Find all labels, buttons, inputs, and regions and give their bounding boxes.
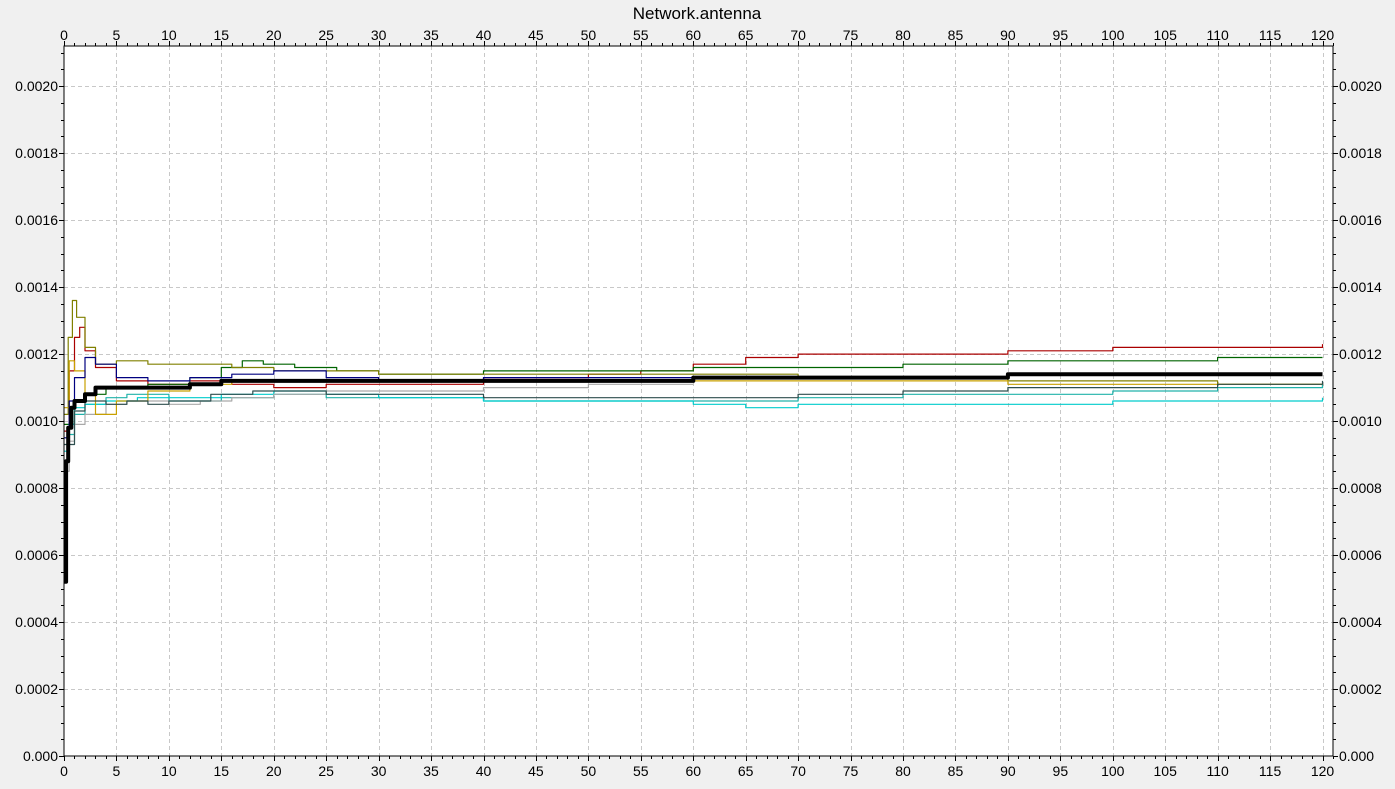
x-tick-label-bottom: 90 — [1000, 763, 1016, 779]
y-tick-label-right: 0.0020 — [1339, 78, 1382, 94]
series-layer — [64, 299, 1324, 584]
y-tick-label-left: 0.0014 — [15, 279, 58, 295]
y-tick-label-left: 0.0016 — [15, 212, 58, 228]
y-tick-label-right: 0.0008 — [1339, 480, 1382, 496]
x-tick-label-bottom: 35 — [423, 763, 439, 779]
x-tick-label-top: 15 — [214, 27, 230, 43]
y-tick-label-left: 0.0006 — [15, 547, 58, 563]
x-tick-label-top: 115 — [1259, 27, 1282, 43]
x-tick-label-top: 60 — [685, 27, 701, 43]
x-tick-label-top: 25 — [318, 27, 334, 43]
x-tick-label-bottom: 15 — [214, 763, 230, 779]
series-line-8 — [64, 380, 1324, 446]
y-tick-label-left: 0.0002 — [15, 681, 58, 697]
x-tick-label-bottom: 70 — [790, 763, 806, 779]
chart-title: Network.antenna — [633, 4, 762, 23]
y-tick-label-left: 0.000 — [23, 748, 58, 764]
x-tick-label-bottom: 60 — [685, 763, 701, 779]
x-tick-label-top: 110 — [1206, 27, 1229, 43]
y-tick-label-right: 0.0010 — [1339, 413, 1382, 429]
x-tick-label-bottom: 80 — [895, 763, 911, 779]
x-tick-label-top: 5 — [113, 27, 121, 43]
x-tick-label-top: 55 — [633, 27, 649, 43]
series-line-5 — [64, 383, 694, 472]
x-tick-label-top: 75 — [843, 27, 859, 43]
y-tick-label-right: 0.0018 — [1339, 145, 1382, 161]
x-tick-label-top: 80 — [895, 27, 911, 43]
x-tick-label-bottom: 25 — [318, 763, 334, 779]
y-tick-label-left: 0.0018 — [15, 145, 58, 161]
x-tick-label-top: 65 — [738, 27, 754, 43]
y-tick-label-right: 0.0014 — [1339, 279, 1382, 295]
y-tick-label-right: 0.0002 — [1339, 681, 1382, 697]
x-tick-label-bottom: 20 — [266, 763, 282, 779]
y-tick-label-left: 0.0020 — [15, 78, 58, 94]
x-tick-label-bottom: 30 — [371, 763, 387, 779]
x-tick-label-top: 35 — [423, 27, 439, 43]
y-tick-label-right: 0.000 — [1339, 748, 1374, 764]
x-tick-label-top: 0 — [60, 27, 68, 43]
x-tick-label-bottom: 110 — [1206, 763, 1229, 779]
x-tick-label-top: 30 — [371, 27, 387, 43]
y-tick-label-left: 0.0008 — [15, 480, 58, 496]
x-tick-label-top: 85 — [948, 27, 964, 43]
x-tick-label-bottom: 120 — [1311, 763, 1335, 779]
series-line-9 — [64, 372, 1323, 584]
x-tick-label-bottom: 100 — [1101, 763, 1125, 779]
x-tick-label-top: 105 — [1154, 27, 1178, 43]
x-tick-label-bottom: 5 — [113, 763, 121, 779]
x-tick-label-top: 40 — [476, 27, 492, 43]
x-tick-label-top: 100 — [1101, 27, 1125, 43]
x-tick-label-bottom: 50 — [581, 763, 597, 779]
y-tick-label-right: 0.0006 — [1339, 547, 1382, 563]
x-tick-label-bottom: 40 — [476, 763, 492, 779]
x-tick-label-bottom: 115 — [1259, 763, 1282, 779]
grid-layer — [64, 46, 1333, 756]
x-tick-label-bottom: 75 — [843, 763, 859, 779]
x-tick-label-top: 45 — [528, 27, 544, 43]
y-tick-label-left: 0.0012 — [15, 346, 58, 362]
y-tick-label-right: 0.0016 — [1339, 212, 1382, 228]
x-tick-label-bottom: 85 — [948, 763, 964, 779]
plot-frame — [63, 45, 1334, 757]
x-tick-label-top: 120 — [1311, 27, 1335, 43]
axis-layer: 0055101015152020252530303535404045455050… — [15, 27, 1382, 779]
x-tick-label-bottom: 95 — [1053, 763, 1069, 779]
x-tick-label-bottom: 10 — [161, 763, 177, 779]
x-tick-label-bottom: 45 — [528, 763, 544, 779]
x-tick-label-top: 20 — [266, 27, 282, 43]
y-tick-label-left: 0.0010 — [15, 413, 58, 429]
y-tick-label-right: 0.0004 — [1339, 614, 1382, 630]
x-tick-label-bottom: 0 — [60, 763, 68, 779]
x-tick-label-bottom: 105 — [1154, 763, 1178, 779]
x-tick-label-top: 90 — [1000, 27, 1016, 43]
y-tick-label-left: 0.0004 — [15, 614, 58, 630]
y-tick-label-right: 0.0012 — [1339, 346, 1382, 362]
x-tick-label-top: 10 — [161, 27, 177, 43]
x-tick-label-top: 70 — [790, 27, 806, 43]
x-tick-label-top: 95 — [1053, 27, 1069, 43]
x-tick-label-bottom: 55 — [633, 763, 649, 779]
x-tick-label-top: 50 — [581, 27, 597, 43]
x-tick-label-bottom: 65 — [738, 763, 754, 779]
